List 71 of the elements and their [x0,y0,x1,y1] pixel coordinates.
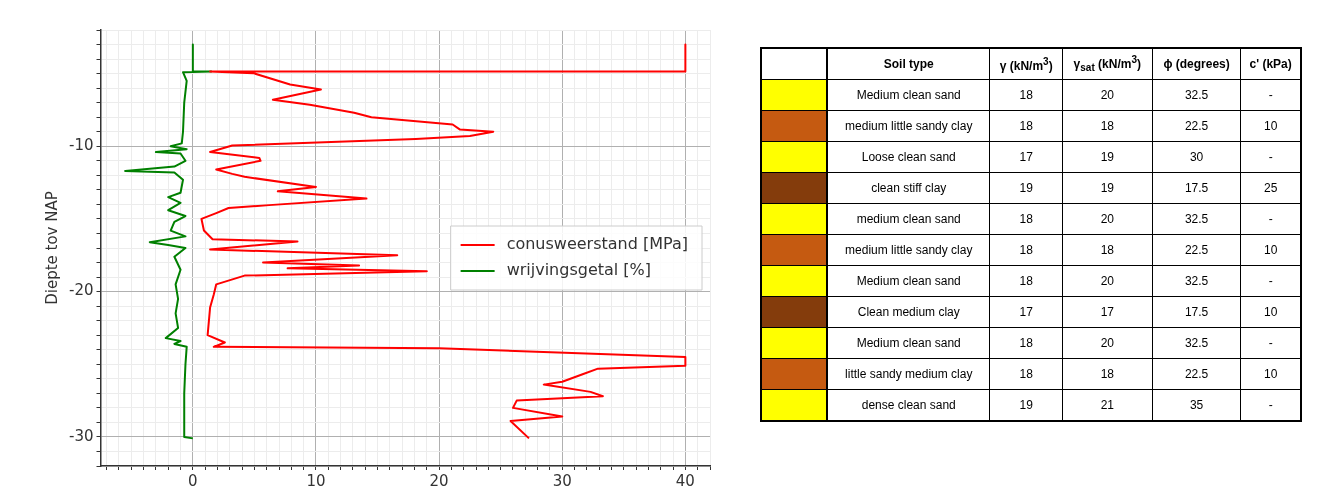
category-label: Clean medium clay [827,296,990,328]
data-label: - [1240,203,1301,235]
y-tick-label: -20 [69,281,94,300]
data-label: 17 [1062,296,1153,328]
text: ϕ (degrees) [1152,48,1241,80]
data-label: 21 [1062,389,1153,421]
x-tick-label: 0 [188,471,198,490]
data-label: 19 [1062,141,1153,173]
data-label: 22.5 [1152,358,1241,390]
data-label: 19 [989,389,1063,421]
data-label: 17 [989,296,1063,328]
data-label: 32.5 [1152,203,1241,235]
data-label: 20 [1062,203,1153,235]
data-label: 10 [1240,296,1301,328]
y-tick-label: -30 [69,426,94,445]
data-label: - [1240,265,1301,297]
data-label: 30 [1152,141,1241,173]
data-label: 25 [1240,172,1301,204]
category-label: medium little sandy clay [827,110,990,142]
data-label: 17 [989,141,1063,173]
data-label: - [1240,79,1301,111]
data-label: 10 [1240,234,1301,266]
data-label: 18 [1062,358,1153,390]
text: c' (kPa) [1240,48,1301,80]
data-label: 18 [1062,234,1153,266]
data-label: 22.5 [1152,234,1241,266]
text: γ$_{sat}$ (kN/m$^{3}$) [1062,48,1153,80]
data-label: 17.5 [1152,296,1241,328]
y-axis-title: Diepte tov NAP [42,191,61,305]
data-label: - [1240,141,1301,173]
data-label: - [1240,327,1301,359]
category-label: Medium clean sand [827,327,990,359]
data-label: 32.5 [1152,79,1241,111]
data-label: 18 [989,358,1063,390]
text: Soil type [827,48,990,80]
data-label: 19 [989,172,1063,204]
data-label: 18 [1062,110,1153,142]
category-label: Medium clean sand [827,79,990,111]
data-label: 18 [989,327,1063,359]
data-label: 18 [989,110,1063,142]
category-label: clean stiff clay [827,172,990,204]
x-tick-label: 30 [552,471,572,490]
data-label: 18 [989,234,1063,266]
data-label: 19 [1062,172,1153,204]
data-label: - [1240,389,1301,421]
data-label: 17.5 [1152,172,1241,204]
category-label: medium clean sand [827,203,990,235]
data-label: 32.5 [1152,327,1241,359]
category-label: dense clean sand [827,389,990,421]
data-label: 35 [1152,389,1241,421]
x-tick-label: 10 [306,471,326,490]
legend-label: wrijvingsgetal [%] [506,260,652,280]
data-label: 20 [1062,327,1153,359]
category-label: medium little sandy clay [827,234,990,266]
data-label: 18 [989,265,1063,297]
x-tick-label: 40 [675,471,695,490]
category-label: little sandy medium clay [827,358,990,390]
data-label: 22.5 [1152,110,1241,142]
category-label: Medium clean sand [827,265,990,297]
data-label: 18 [989,203,1063,235]
data-label: 18 [989,79,1063,111]
data-label: 10 [1240,110,1301,142]
data-label: 20 [1062,265,1153,297]
y-tick-label: -10 [69,136,94,155]
legend-label: conusweerstand [MPa] [506,234,688,254]
text: γ (kN/m$^{3}$) [989,48,1063,80]
data-label: 20 [1062,79,1153,111]
category-label: Loose clean sand [827,141,990,173]
x-tick-label: 20 [429,471,449,490]
data-label: 10 [1240,358,1301,390]
data-label: 32.5 [1152,265,1241,297]
